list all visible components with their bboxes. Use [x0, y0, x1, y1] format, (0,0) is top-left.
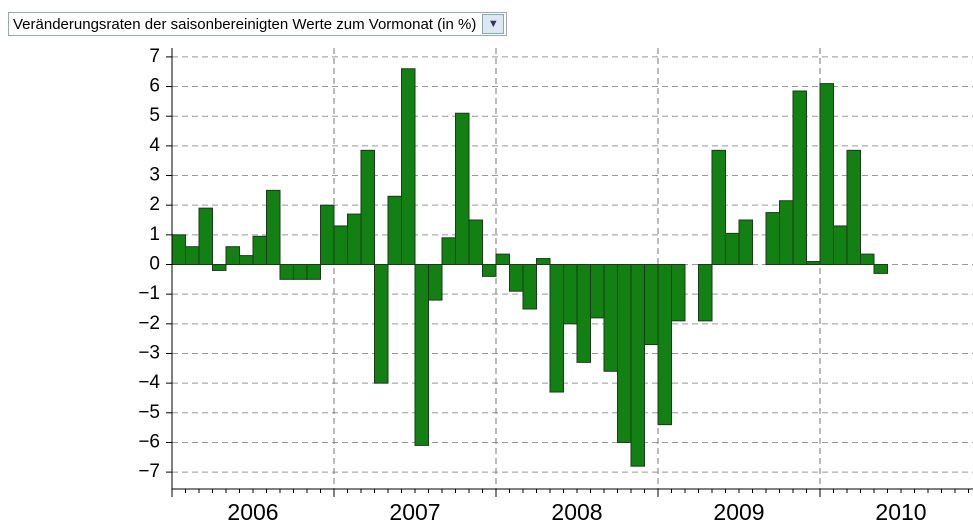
y-tick-label: −1 — [138, 283, 160, 304]
bar — [239, 255, 254, 265]
dropdown-label: Veränderungsraten der saisonbereinigten … — [13, 15, 477, 33]
y-tick-label: 0 — [149, 254, 160, 275]
y-tick-label: 6 — [149, 76, 160, 97]
bar — [306, 264, 321, 280]
y-tick-label: −3 — [138, 342, 160, 363]
bar — [779, 200, 794, 265]
y-tick-label: −2 — [138, 313, 160, 334]
bar — [563, 264, 578, 325]
bar — [522, 264, 537, 310]
y-tick-label: 7 — [149, 46, 160, 67]
bar — [333, 225, 348, 265]
bar — [468, 219, 483, 266]
bar — [455, 112, 470, 265]
bar — [198, 207, 213, 265]
bar — [320, 204, 335, 266]
bar — [360, 149, 375, 265]
bar — [252, 235, 267, 266]
bar — [401, 68, 416, 266]
bar — [792, 90, 807, 266]
bar — [441, 237, 456, 265]
bar — [414, 264, 429, 446]
bar — [590, 264, 605, 319]
bar — [738, 219, 753, 266]
bar — [698, 264, 713, 322]
y-tick-label: 2 — [149, 194, 160, 215]
x-tick-label: 2006 — [227, 499, 278, 525]
bar — [860, 253, 875, 265]
bar — [657, 264, 672, 426]
bar — [630, 264, 645, 467]
bar — [806, 261, 821, 265]
bar — [266, 189, 281, 266]
bar — [212, 264, 227, 271]
y-tick-label: 4 — [149, 135, 160, 156]
y-tick-label: −4 — [138, 372, 160, 393]
bar — [509, 264, 524, 292]
y-tick-label: −5 — [138, 402, 160, 423]
bar — [603, 264, 618, 372]
bar — [495, 253, 510, 265]
bar — [482, 264, 497, 277]
x-tick-label: 2010 — [875, 499, 926, 525]
bar — [428, 264, 443, 301]
dropdown-button[interactable]: ▼ — [482, 14, 505, 34]
bar — [387, 195, 402, 265]
y-tick-label: 5 — [149, 105, 160, 126]
y-tick-label: 3 — [149, 165, 160, 186]
bar — [711, 149, 726, 265]
bar — [279, 264, 294, 280]
bar — [576, 264, 591, 363]
bar — [185, 246, 200, 265]
x-tick-label: 2009 — [713, 499, 764, 525]
bar — [671, 264, 686, 322]
y-tick-label: −6 — [138, 431, 160, 452]
bar — [873, 264, 888, 274]
bar — [536, 258, 551, 265]
y-tick-label: −7 — [138, 461, 160, 482]
bar — [549, 264, 564, 393]
bar — [644, 264, 659, 346]
bar — [725, 232, 740, 265]
bar — [225, 246, 240, 265]
dropdown[interactable]: Veränderungsraten der saisonbereinigten … — [8, 12, 508, 36]
bar — [347, 213, 362, 266]
bar — [846, 149, 861, 265]
bar — [293, 264, 308, 280]
bar — [171, 234, 186, 266]
bar — [374, 264, 389, 384]
x-tick-label: 2007 — [389, 499, 440, 525]
bar — [617, 264, 632, 443]
bar — [765, 212, 780, 266]
bar — [833, 225, 848, 265]
x-tick-label: 2008 — [551, 499, 602, 525]
bar — [819, 83, 834, 266]
y-tick-label: 1 — [149, 224, 160, 245]
